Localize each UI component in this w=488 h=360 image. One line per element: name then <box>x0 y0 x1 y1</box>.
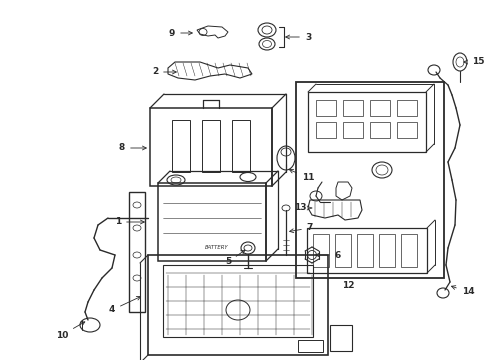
Bar <box>148 255 327 355</box>
Bar <box>172 120 190 172</box>
Bar <box>158 183 265 261</box>
Bar <box>297 340 323 352</box>
Bar <box>202 120 220 172</box>
Bar <box>356 234 372 267</box>
Bar <box>396 100 416 116</box>
Text: 12: 12 <box>341 282 353 291</box>
Text: 7: 7 <box>289 224 312 233</box>
Text: 14: 14 <box>450 286 473 297</box>
Text: 13: 13 <box>293 203 311 212</box>
Bar <box>334 234 350 267</box>
Text: 9: 9 <box>168 28 192 37</box>
Bar <box>150 108 271 186</box>
Text: 5: 5 <box>224 250 244 266</box>
Text: 2: 2 <box>152 68 176 77</box>
Text: 8: 8 <box>119 144 146 153</box>
Bar <box>306 228 426 273</box>
Text: 10: 10 <box>56 322 84 339</box>
Bar <box>312 234 328 267</box>
Bar <box>396 122 416 138</box>
Text: 6: 6 <box>315 251 341 260</box>
Text: 1: 1 <box>115 217 144 226</box>
Bar <box>342 100 362 116</box>
Bar <box>231 120 249 172</box>
Text: BATTERY: BATTERY <box>205 245 228 250</box>
Bar <box>329 325 351 351</box>
Bar <box>315 100 335 116</box>
Text: 15: 15 <box>463 58 483 67</box>
Bar <box>369 122 389 138</box>
Bar <box>400 234 416 267</box>
Bar <box>369 100 389 116</box>
Text: 4: 4 <box>109 297 141 315</box>
Bar <box>295 82 443 278</box>
Bar <box>342 122 362 138</box>
Text: 3: 3 <box>285 32 310 41</box>
Bar <box>163 265 312 337</box>
Bar <box>307 92 425 152</box>
Text: 11: 11 <box>289 169 314 183</box>
Bar <box>378 234 394 267</box>
Bar <box>315 122 335 138</box>
Bar <box>129 192 145 312</box>
